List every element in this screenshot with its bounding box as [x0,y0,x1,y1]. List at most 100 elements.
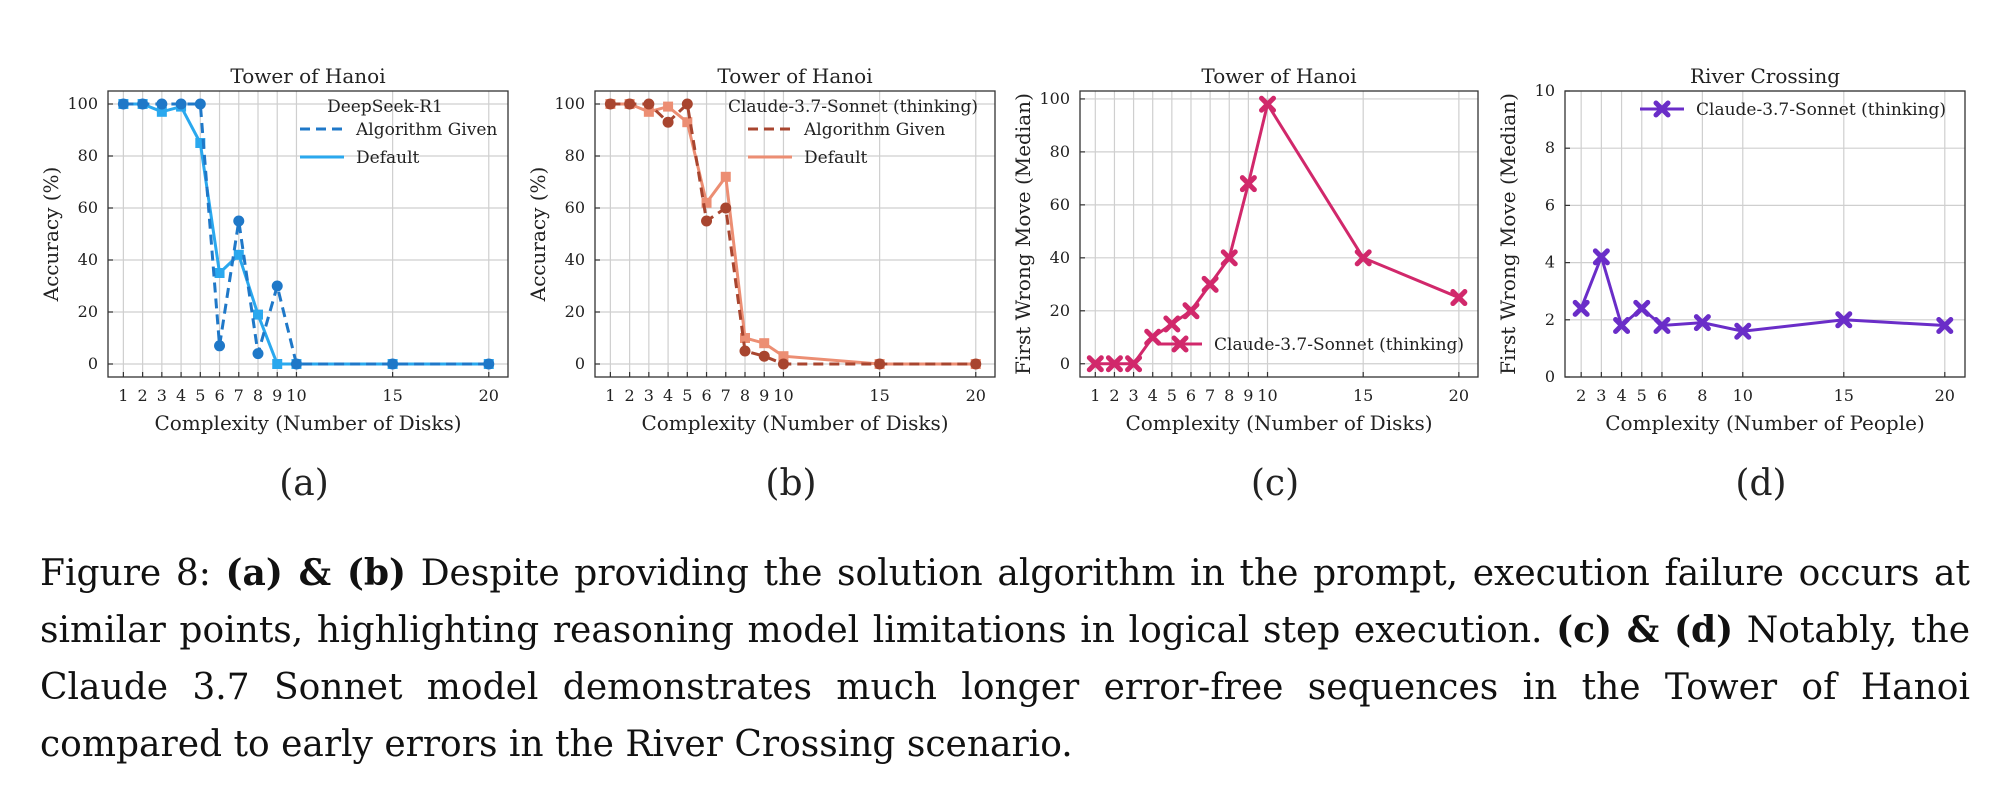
x-tick-label: 4 [176,386,186,405]
x-tick-label: 6 [701,386,711,405]
x-tick-label: 20 [479,386,499,405]
y-tick-label: 80 [1050,142,1070,161]
data-point [778,351,789,362]
chart-panel-c: 1 2 3 4 5 6 7 8 9 10 15 20 0 20 40 60 80 100 Tower of Hano… [1011,64,1479,504]
data-point [970,358,982,370]
x-tick-label: 7 [1205,386,1215,405]
x-tick-label: 8 [253,386,263,405]
y-tick-label: 20 [565,302,585,321]
x-tick-label: 3 [1596,386,1606,405]
series-claude-3-7-sonnet-thinking- [1086,95,1468,373]
x-tick-label: 6 [1657,386,1667,405]
data-point [740,333,750,343]
x-axis-label: Complexity (Number of Disks) [1125,411,1432,435]
x-tick-label: 6 [1186,386,1196,405]
data-point [739,345,751,357]
caption-bold-ab: (a) & (b) [225,552,407,594]
data-point [387,358,399,370]
y-tick-label: 80 [78,146,98,165]
data-point [662,116,674,128]
panel-label: (c) [1251,463,1299,504]
x-tick-label: 9 [759,386,769,405]
legend-title: Claude-3.7-Sonnet (thinking) [728,97,978,117]
x-tick-label: 2 [1109,386,1119,405]
chart-title: Tower of Hanoi [717,64,872,88]
data-point [1201,275,1219,293]
data-point [290,358,302,370]
series-line [123,102,489,366]
data-point [1835,311,1853,329]
figure-caption: Figure 8: (a) & (b) Despite providing th… [40,545,1970,773]
x-tick-label: 6 [214,386,224,405]
y-tick-label: 40 [78,250,98,269]
data-point [1144,328,1162,346]
x-tick-label: 9 [1243,386,1253,405]
data-point [643,98,655,110]
x-tick-label: 15 [869,386,889,405]
panel-label: (a) [279,463,329,504]
plot-frame [1564,90,1966,378]
data-point [1163,315,1181,333]
chart-title: River Crossing [1690,64,1840,88]
x-tick-label: 5 [1637,386,1647,405]
plot-frame [107,90,509,378]
data-point [195,138,206,148]
data-point [1653,317,1671,335]
y-axis-label: First Wrong Move (Median) [1496,93,1520,375]
x-tick-label: 2 [1576,386,1586,405]
x-axis-label: Complexity (Number of Disks) [641,411,948,435]
legend-label: Claude-3.7-Sonnet (thinking) [1214,335,1464,355]
x-tick-label: 20 [1935,386,1955,405]
data-point [233,215,245,227]
data-point [175,98,187,110]
chart-panel-b: 1 2 3 4 5 6 7 8 9 10 15 20 0 20 40 60 80 100 Tower of Hano… [526,64,996,504]
x-tick-label: 3 [157,386,167,405]
y-tick-label: 60 [78,198,98,217]
y-tick-label: 0 [1060,354,1070,373]
y-tick-label: 20 [1050,301,1070,320]
x-tick-label: 1 [118,386,128,405]
series-line [1095,100,1460,366]
data-point [874,358,886,370]
legend: Claude-3.7-Sonnet (thinking) [1158,335,1464,355]
panel-label: (d) [1735,463,1786,504]
legend: DeepSeek-R1 Algorithm Given Default [300,97,497,168]
data-point [194,98,206,110]
x-axis-label: Complexity (Number of Disks) [154,411,461,435]
data-point [483,358,495,370]
data-point [1239,175,1257,193]
x-tick-label: 3 [1128,386,1138,405]
caption-text-ab: Despite providing the solution algorithm… [40,553,1970,651]
x-axis-label: Complexity (Number of People) [1605,411,1925,435]
x-tick-label: 2 [138,386,148,405]
legend-label: Algorithm Given [355,120,497,140]
data-point [1125,355,1143,373]
caption-text-cd: Notably, the Claude 3.7 Sonnet model dem… [40,610,1971,765]
data-point [137,98,149,110]
y-axis-label: Accuracy (%) [39,167,63,303]
chart-panel-a: 1 2 3 4 5 6 7 8 9 10 15 20 0 20 40 60 80 100 Tower of Hano… [39,64,509,504]
y-tick-label: 80 [565,146,585,165]
plot-frame [594,90,996,378]
data-point [624,98,636,110]
y-tick-label: 100 [1039,89,1070,108]
data-point [1259,95,1277,113]
data-point [272,359,283,369]
caption-bold-cd: (c) & (d) [1556,609,1734,651]
x-tick-label: 5 [195,386,205,405]
data-point [1354,249,1372,267]
caption-figure-label: Figure 8: [40,553,211,594]
data-point [1450,289,1468,307]
data-point [156,106,167,117]
data-point [252,348,264,360]
legend: Claude-3.7-Sonnet (thinking) Algorithm Gi… [728,97,978,168]
x-tick-label: 10 [1257,386,1277,405]
data-point [643,106,654,117]
x-tick-label: 20 [966,386,986,405]
data-point [701,197,712,208]
legend-label: Claude-3.7-Sonnet (thinking) [1696,100,1946,120]
y-tick-label: 60 [565,198,585,217]
y-tick-label: 0 [88,354,98,373]
x-tick-label: 10 [773,386,793,405]
